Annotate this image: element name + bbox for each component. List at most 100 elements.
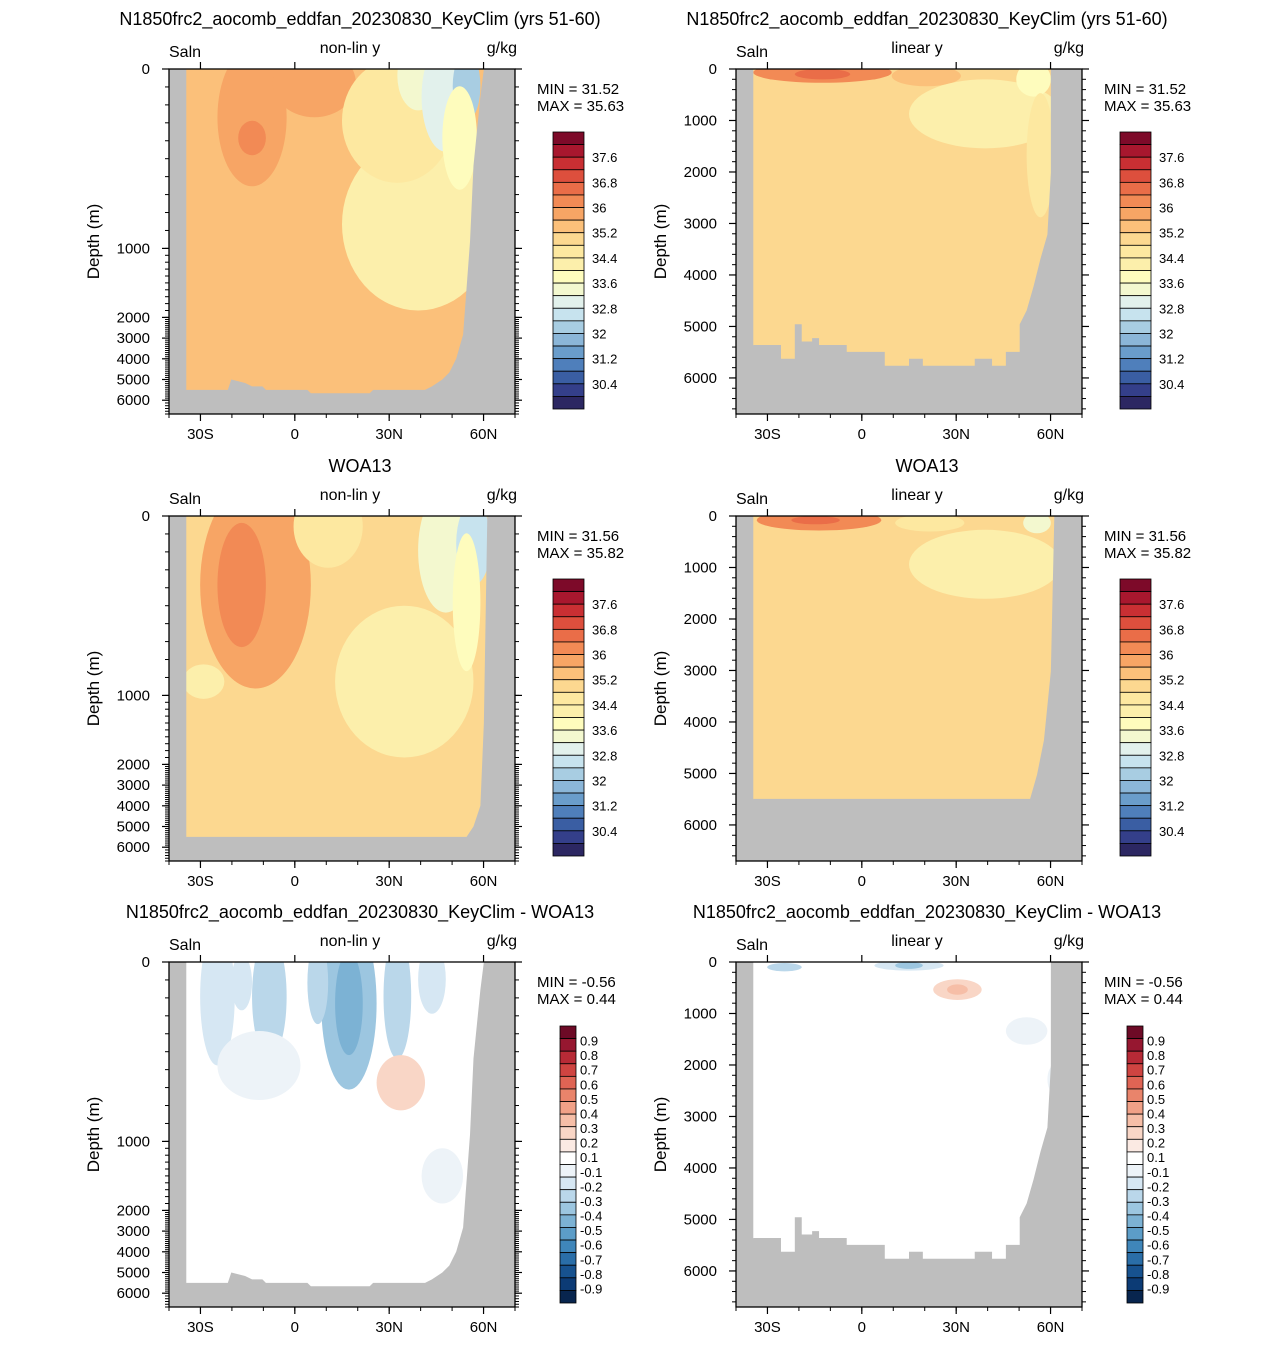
contour-region	[791, 516, 840, 525]
colorbar-swatch	[559, 1063, 577, 1077]
colorbar-label: 0.7	[1147, 1063, 1165, 1078]
colorbar-swatch	[552, 307, 585, 322]
salinity-field	[169, 69, 515, 414]
contour-region	[421, 1148, 464, 1204]
colorbar-swatch	[1126, 1075, 1144, 1090]
colorbar-swatch	[1119, 169, 1152, 183]
contour-region	[891, 69, 961, 87]
colorbar-swatch	[1119, 333, 1152, 347]
variable-label: Saln	[736, 44, 768, 61]
colorbar-swatch	[552, 131, 585, 145]
colorbar-label: -0.9	[580, 1281, 602, 1296]
land-west	[169, 69, 187, 414]
y-tick-label: 6000	[684, 370, 717, 387]
y-tick-label: 4000	[117, 1244, 150, 1261]
colorbar-swatch	[559, 1214, 577, 1228]
land-west	[736, 962, 754, 1307]
y-tick-label: 2000	[684, 611, 717, 628]
colorbar-label: 30.4	[592, 824, 617, 839]
y-tick-label: 6000	[684, 1263, 717, 1280]
plot-frame	[735, 515, 1083, 862]
colorbar-swatch	[1119, 691, 1152, 706]
colorbar-label: -0.8	[1147, 1267, 1169, 1282]
min-stat: MIN = -0.56	[537, 974, 616, 991]
axis-scale-label: linear y	[891, 933, 943, 950]
colorbar-swatch	[1126, 1227, 1144, 1241]
colorbar-swatch	[552, 843, 585, 857]
colorbar-swatch	[552, 603, 585, 618]
colorbar-label: 33.6	[1159, 276, 1184, 291]
contour-region	[794, 69, 851, 80]
contour-region	[335, 605, 474, 758]
colorbar-swatch	[552, 641, 585, 655]
colorbar-swatch	[559, 1151, 577, 1165]
colorbar-swatch	[552, 169, 585, 183]
colorbar-swatch	[552, 754, 585, 769]
plot-frame	[168, 68, 516, 415]
colorbar-swatch	[1119, 181, 1152, 196]
contour-region	[767, 963, 802, 972]
panel-title: WOA13	[328, 456, 391, 476]
y-tick-label: 5000	[684, 765, 717, 782]
colorbar-swatch	[1126, 1252, 1144, 1266]
seafloor-land	[169, 69, 515, 414]
variable-label: Saln	[169, 491, 201, 508]
colorbar-label: 31.2	[592, 352, 617, 367]
y-tick-label: 1000	[684, 559, 717, 576]
axis-scale-label: linear y	[891, 487, 943, 504]
colorbar-swatch	[1119, 754, 1152, 769]
colorbar-swatch	[1119, 742, 1152, 756]
colorbar-label: -0.7	[580, 1252, 602, 1267]
colorbar-swatch	[1119, 232, 1152, 246]
colorbar-swatch	[552, 805, 585, 819]
contour-region	[418, 962, 446, 1014]
colorbar-label: -0.1	[580, 1165, 602, 1180]
colorbar-swatch	[559, 1164, 577, 1178]
contour-region	[217, 1031, 301, 1100]
variable-label: Saln	[169, 937, 201, 954]
colorbar-label: 36.8	[592, 175, 617, 190]
colorbar-swatch	[559, 1113, 577, 1128]
y-tick-label: 3000	[117, 330, 150, 347]
contour-region	[1023, 516, 1051, 534]
colorbar-label: 36	[592, 648, 606, 663]
x-tick-label: 30S	[187, 873, 214, 890]
contour-region	[947, 984, 968, 995]
colorbar-label: 0.8	[1147, 1048, 1165, 1063]
colorbar-swatch	[1119, 704, 1152, 718]
colorbar-swatch	[1119, 396, 1152, 410]
min-stat: MIN = 31.52	[1104, 81, 1186, 98]
colorbar-label: 36	[1159, 648, 1173, 663]
y-tick-label: 5000	[117, 372, 150, 389]
colorbar-swatch	[552, 232, 585, 246]
y-axis-label: Depth (m)	[84, 204, 103, 280]
max-stat: MAX = 35.63	[1104, 98, 1191, 115]
colorbar-swatch	[552, 767, 585, 781]
colorbar-swatch	[1119, 666, 1152, 681]
colorbar-label: 0.7	[580, 1063, 598, 1078]
colorbar-swatch	[1119, 767, 1152, 781]
colorbar-swatch	[559, 1252, 577, 1266]
colorbar-swatch	[1126, 1176, 1144, 1191]
x-tick-label: 60N	[1037, 873, 1065, 890]
colorbar-label: 30.4	[592, 377, 617, 392]
colorbar-label: 0.4	[1147, 1106, 1165, 1121]
y-tick-label: 2000	[117, 1202, 150, 1219]
y-tick-label: 4000	[117, 798, 150, 815]
colorbar-swatch	[1126, 1138, 1144, 1153]
panel-title: N1850frc2_aocomb_eddfan_20230830_KeyClim…	[693, 902, 1161, 923]
colorbar-label: 0.6	[1147, 1077, 1165, 1092]
x-tick-label: 0	[291, 1319, 299, 1336]
colorbar-swatch	[1126, 1277, 1144, 1291]
colorbar-swatch	[552, 295, 585, 309]
colorbar-swatch	[1119, 131, 1152, 145]
colorbar-swatch	[1126, 1214, 1144, 1228]
variable-label: Saln	[736, 937, 768, 954]
colorbar-label: 0.5	[580, 1092, 598, 1107]
y-tick-label: 2000	[684, 164, 717, 181]
colorbar-label: 0.1	[580, 1150, 598, 1165]
colorbar-label: -0.7	[1147, 1252, 1169, 1267]
colorbar-swatch	[552, 717, 585, 731]
y-tick-label: 4000	[684, 714, 717, 731]
x-tick-label: 30S	[754, 1319, 781, 1336]
